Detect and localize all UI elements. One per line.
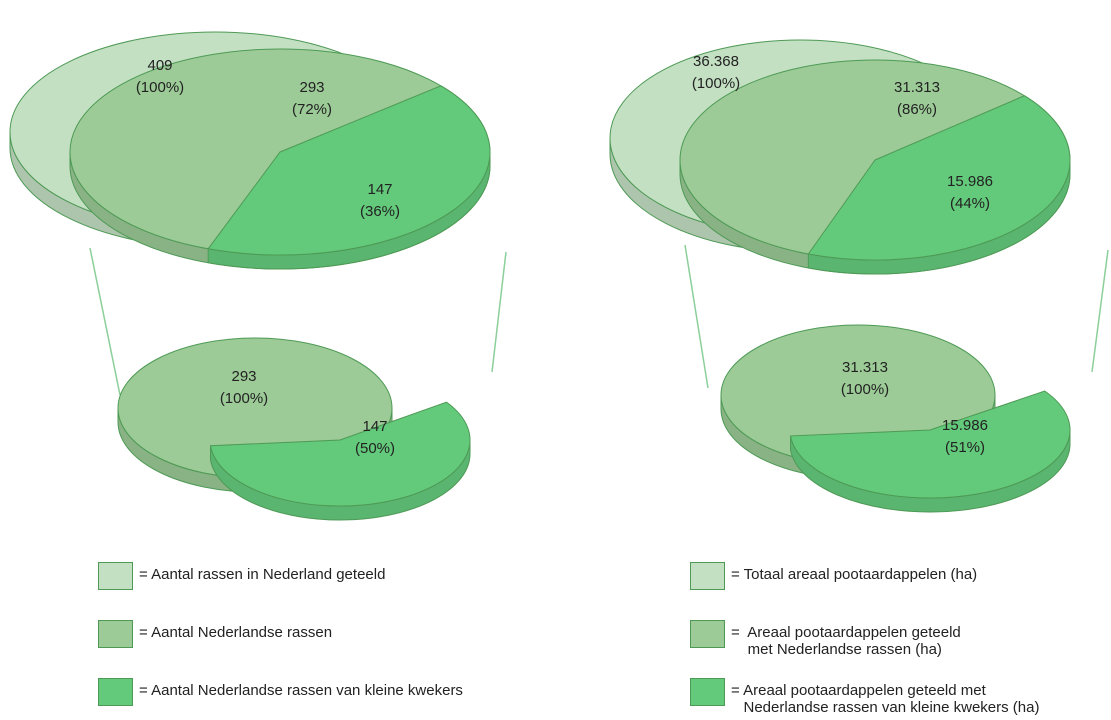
legend-swatch xyxy=(690,620,725,648)
pie-panel-2: 36.368 (100%) 31.313 (86%) 15.986 (44%) 31.313… xyxy=(609,39,1109,513)
top-pie-label-3: 15.986 (44%) xyxy=(947,173,993,212)
top-pie-label-3-line: 15.986 xyxy=(947,173,993,190)
legend-label: = Areaal pootaardappelen geteeld met Ned… xyxy=(731,682,1040,716)
bottom-pie-small-breeders xyxy=(209,401,471,521)
legend-item-medium: = Aantal Nederlandse rassen xyxy=(98,620,332,648)
legend-item-light: = Totaal areaal pootaardappelen (ha) xyxy=(690,562,977,590)
top-pie-label-1: 409 (100%) xyxy=(136,57,184,96)
legend-label: = Aantal rassen in Nederland geteeld xyxy=(139,566,386,583)
bottom-pie-label-2: 147 (50%) xyxy=(355,418,395,457)
legend-swatch xyxy=(98,678,133,706)
top-pie-label-1-line: 409 xyxy=(147,57,172,74)
bottom-pie-label-2-line: (51%) xyxy=(945,439,985,456)
top-slice-top xyxy=(207,85,491,256)
bottom-slice-top xyxy=(209,401,471,507)
top-slice-top xyxy=(807,95,1071,261)
connector-line xyxy=(491,251,507,373)
pie-panel-1: 409 (100%) 293 (72%) 147 (36%) 293 (100%) 147 (50… xyxy=(9,31,507,521)
legend-label: = Areaal pootaardappelen geteeld met Ned… xyxy=(731,624,961,658)
bottom-pie-label-1: 31.313 (100%) xyxy=(841,359,889,398)
bottom-pie-small-breeders xyxy=(789,390,1071,513)
top-pie-label-2-line: 293 xyxy=(299,79,324,96)
legend-swatch xyxy=(690,678,725,706)
legend-swatch xyxy=(98,620,133,648)
bottom-slice-top xyxy=(789,390,1071,499)
legend-label: = Aantal Nederlandse rassen van kleine k… xyxy=(139,682,463,699)
legend-label: = Aantal Nederlandse rassen xyxy=(139,624,333,641)
bottom-pie-label-2-line: (50%) xyxy=(355,440,395,457)
bottom-pie-label-2: 15.986 (51%) xyxy=(942,417,988,456)
top-pie-label-3-line: 147 xyxy=(367,181,392,198)
legend-swatch xyxy=(98,562,133,590)
bottom-pie-label-2-line: 15.986 xyxy=(942,417,988,434)
top-pie-label-1-line: 36.368 xyxy=(693,53,739,70)
legend-item-medium: = Areaal pootaardappelen geteeld met Ned… xyxy=(690,620,961,658)
legend-item-light: = Aantal rassen in Nederland geteeld xyxy=(98,562,385,590)
legend-item-bright: = Aantal Nederlandse rassen van kleine k… xyxy=(98,678,463,706)
top-pie-label-2: 293 (72%) xyxy=(292,79,332,118)
bottom-pie-label-1-line: (100%) xyxy=(220,390,268,407)
top-pie-label-3-line: (44%) xyxy=(950,195,990,212)
top-pie-label-2: 31.313 (86%) xyxy=(894,79,940,118)
top-pie-small-breeders xyxy=(807,95,1071,275)
connector-line xyxy=(1091,249,1109,373)
bottom-pie-label-2-line: 147 xyxy=(362,418,387,435)
top-pie-label-1-line: (100%) xyxy=(136,79,184,96)
legend-label: = Totaal areaal pootaardappelen (ha) xyxy=(731,566,978,583)
bottom-pie-label-1-line: 31.313 xyxy=(842,359,888,376)
legend-item-bright: = Areaal pootaardappelen geteeld met Ned… xyxy=(690,678,1039,716)
top-pie-label-1: 36.368 (100%) xyxy=(692,53,740,92)
top-pie-label-1-line: (100%) xyxy=(692,75,740,92)
bottom-pie-label-1-line: (100%) xyxy=(841,381,889,398)
bottom-pie-label-1: 293 (100%) xyxy=(220,368,268,407)
connector-line xyxy=(89,247,121,396)
top-pie-label-2-line: 31.313 xyxy=(894,79,940,96)
bottom-pie-label-1-line: 293 xyxy=(231,368,256,385)
top-pie-label-3: 147 (36%) xyxy=(360,181,400,220)
top-pie-label-3-line: (36%) xyxy=(360,203,400,220)
legend-swatch xyxy=(690,562,725,590)
top-pie-small-breeders xyxy=(207,85,491,270)
top-pie-label-2-line: (86%) xyxy=(897,101,937,118)
connector-line xyxy=(684,244,709,389)
top-pie-label-2-line: (72%) xyxy=(292,101,332,118)
